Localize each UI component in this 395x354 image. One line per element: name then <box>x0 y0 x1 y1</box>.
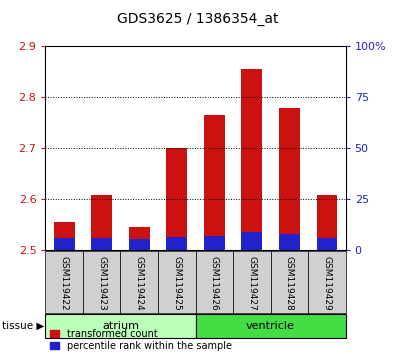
Bar <box>204 115 225 250</box>
Bar <box>166 237 187 250</box>
Bar <box>271 251 308 313</box>
Text: GSM119429: GSM119429 <box>322 256 331 311</box>
Text: GDS3625 / 1386354_at: GDS3625 / 1386354_at <box>117 12 278 27</box>
Bar <box>308 251 346 313</box>
Bar <box>279 234 300 250</box>
Text: GSM119424: GSM119424 <box>135 256 144 311</box>
Bar <box>129 227 150 250</box>
Bar <box>54 222 75 250</box>
Bar <box>316 195 337 250</box>
Bar <box>158 251 196 313</box>
Bar <box>91 195 112 250</box>
Bar <box>166 148 187 250</box>
Bar <box>279 108 300 250</box>
Bar <box>316 238 337 250</box>
Bar <box>45 314 196 338</box>
Text: ventricle: ventricle <box>246 321 295 331</box>
Bar <box>54 238 75 250</box>
Bar <box>120 251 158 313</box>
Text: GSM119423: GSM119423 <box>97 256 106 311</box>
Bar <box>196 314 346 338</box>
Bar <box>83 251 120 313</box>
Bar <box>196 251 233 313</box>
Bar <box>241 232 262 250</box>
Text: atrium: atrium <box>102 321 139 331</box>
Text: GSM119425: GSM119425 <box>172 256 181 311</box>
Bar <box>241 69 262 250</box>
Text: tissue ▶: tissue ▶ <box>2 321 44 331</box>
Text: GSM119426: GSM119426 <box>210 256 219 311</box>
Text: GSM119422: GSM119422 <box>60 256 69 311</box>
Text: GSM119427: GSM119427 <box>247 256 256 311</box>
Text: GSM119428: GSM119428 <box>285 256 294 311</box>
Bar <box>233 251 271 313</box>
Legend: transformed count, percentile rank within the sample: transformed count, percentile rank withi… <box>50 329 232 351</box>
Bar <box>129 239 150 250</box>
Bar <box>91 238 112 250</box>
Bar <box>45 251 83 313</box>
Bar <box>204 236 225 250</box>
